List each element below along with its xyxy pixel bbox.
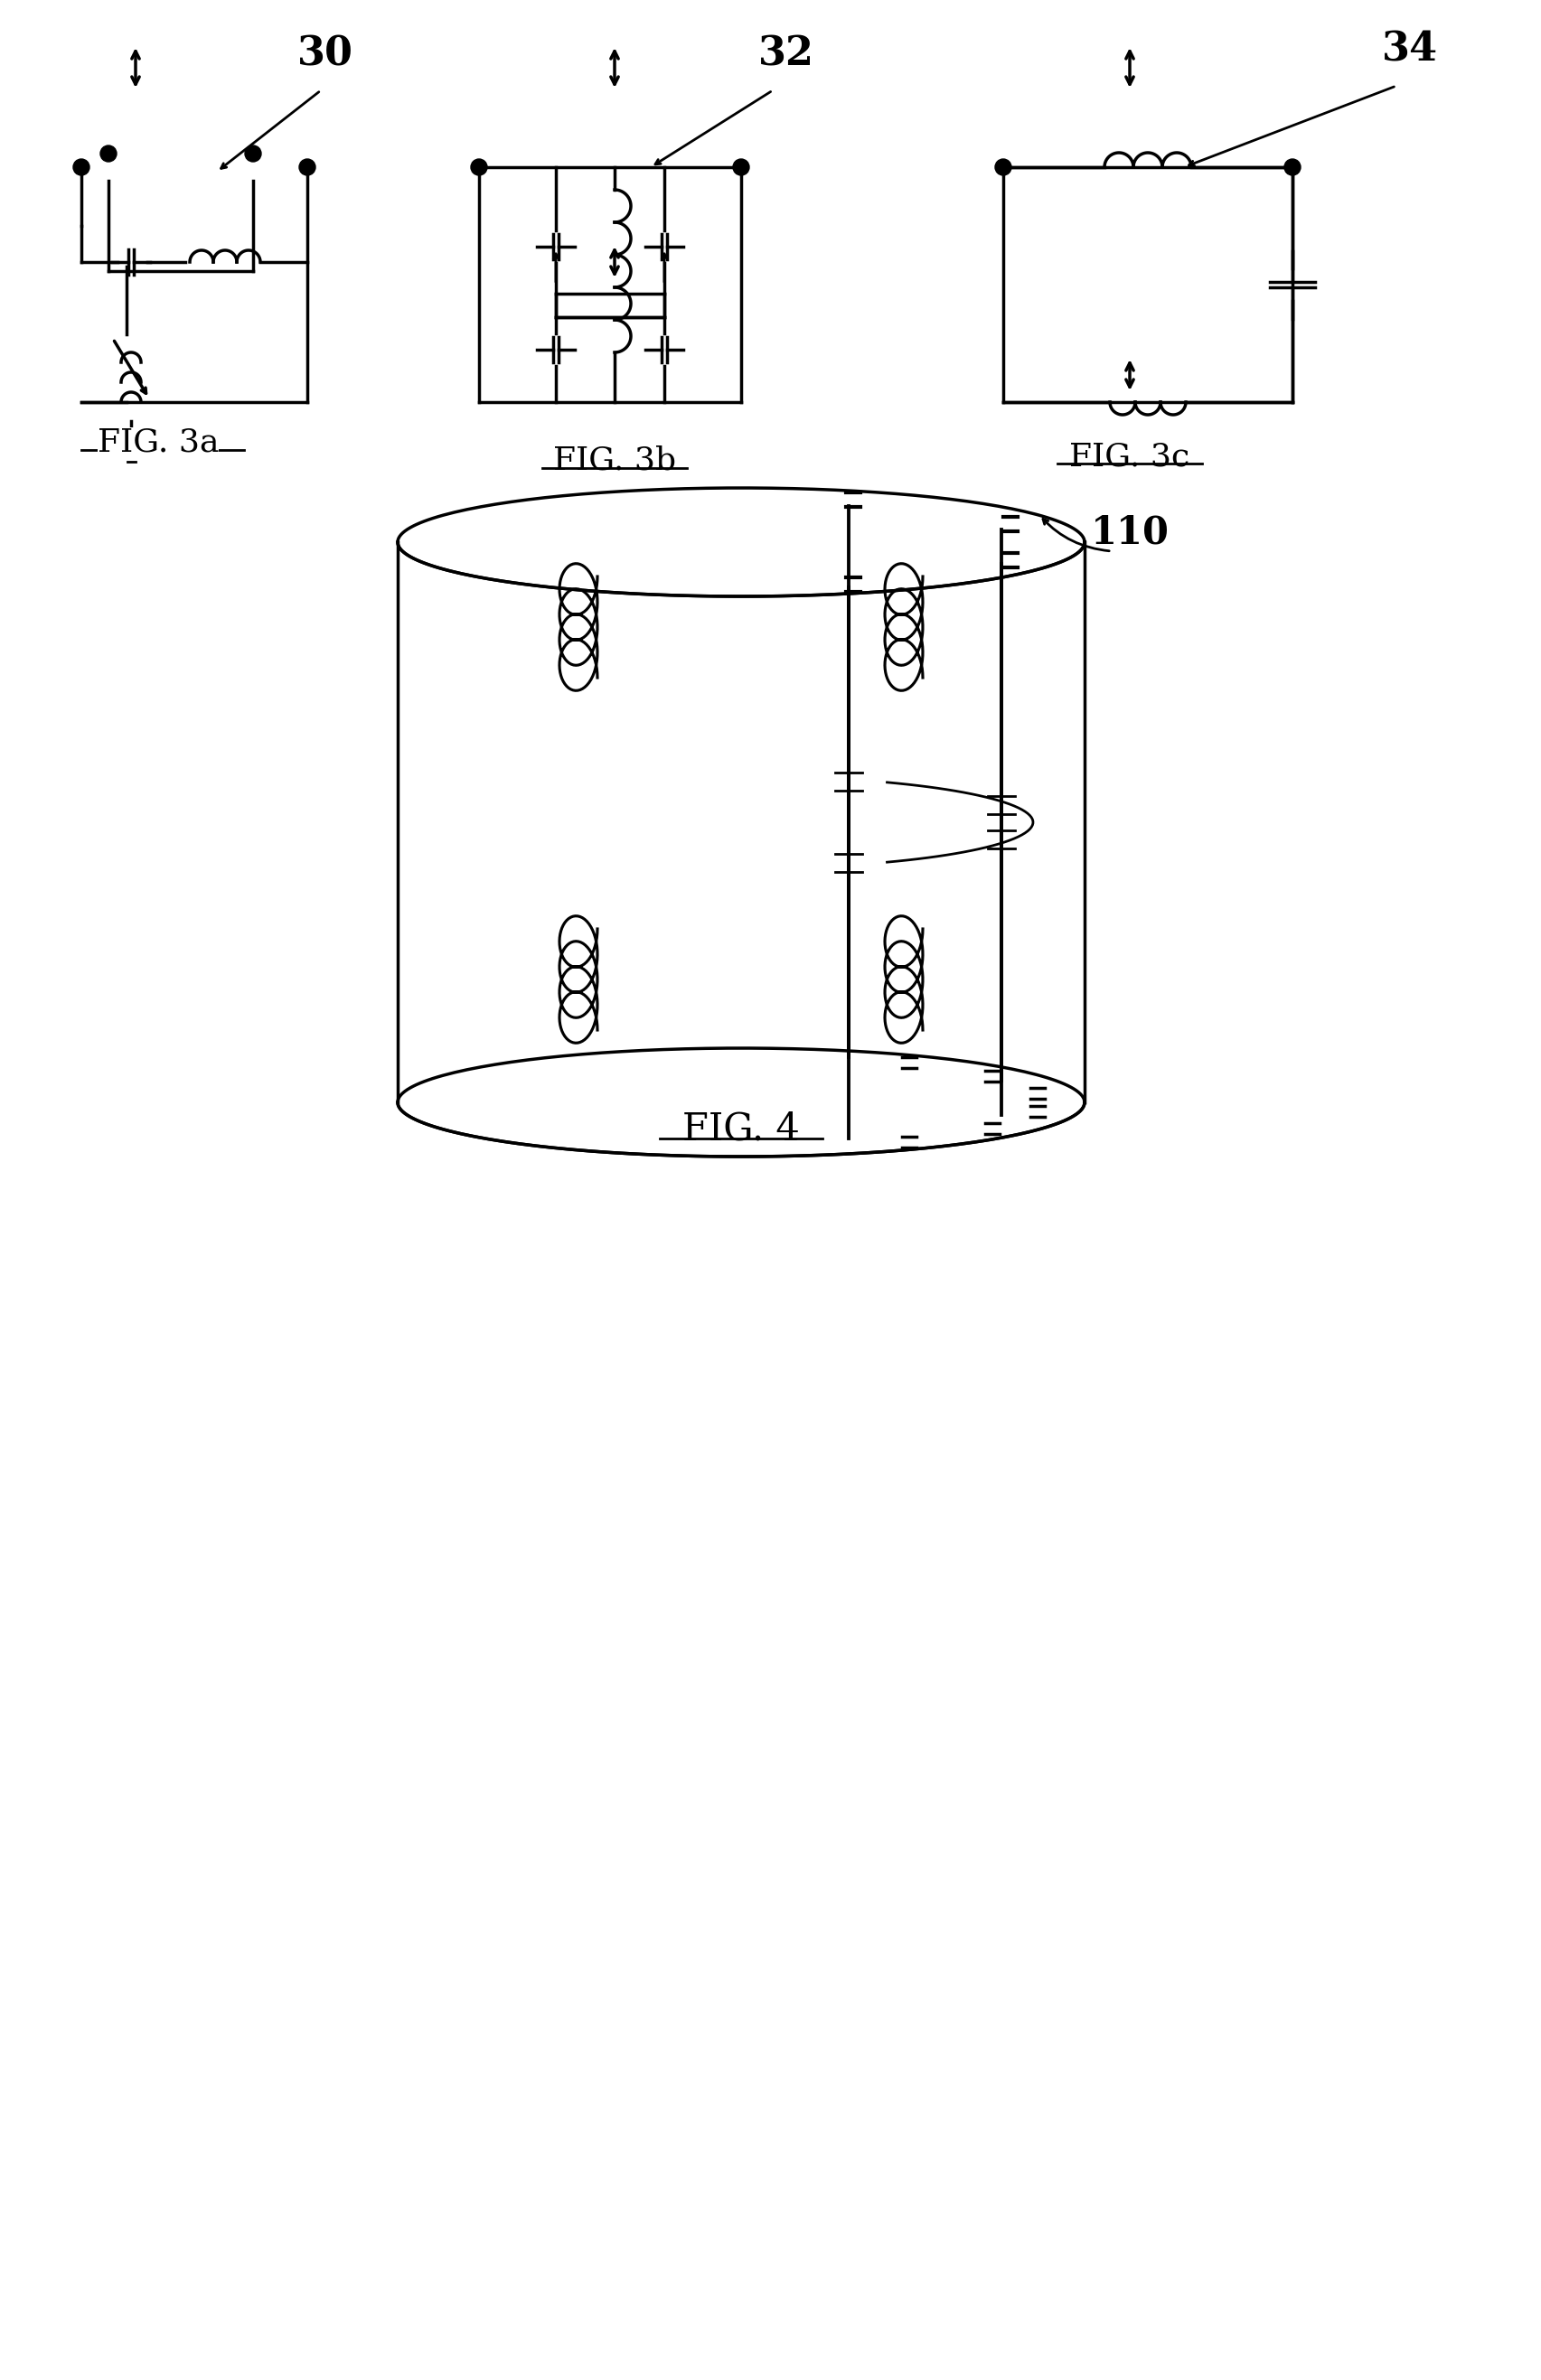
Text: 110: 110	[1091, 514, 1170, 552]
Text: 34: 34	[1382, 31, 1438, 69]
Circle shape	[299, 159, 316, 176]
Text: FIG. 3a: FIG. 3a	[97, 428, 219, 457]
Text: 30: 30	[297, 36, 353, 74]
Text: FIG. 3b: FIG. 3b	[553, 445, 676, 476]
Circle shape	[100, 145, 117, 162]
Circle shape	[1284, 159, 1301, 176]
Circle shape	[74, 159, 89, 176]
Circle shape	[472, 159, 487, 176]
Text: FIG. 3c: FIG. 3c	[1069, 440, 1190, 471]
Text: FIG. 4: FIG. 4	[683, 1111, 800, 1150]
Text: 32: 32	[758, 36, 814, 74]
Circle shape	[734, 159, 749, 176]
Circle shape	[245, 145, 262, 162]
Circle shape	[995, 159, 1011, 176]
